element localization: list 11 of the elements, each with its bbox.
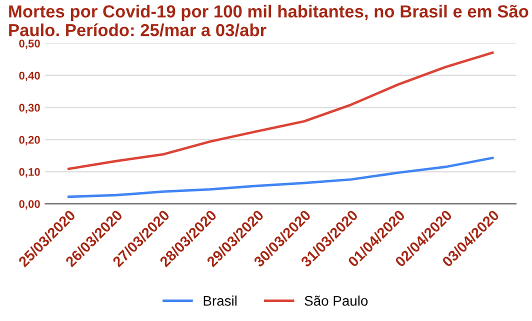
legend-label: São Paulo [304,296,368,306]
line-series [68,156,494,198]
legend-label: Brasil [204,296,236,306]
y-tick-label: 0,50 [19,40,40,50]
chart-title: Mortes por Covid-19 por 100 mil habitantes, no Brasil e em São Paulo. Período: 25/mar a 03/abr [9,4,528,36]
y-tick-label: 0,30 [19,104,40,114]
y-tick-label: 0,00 [19,200,40,210]
y-tick-label: 0,40 [19,72,40,82]
y-tick-label: 0,10 [19,168,40,178]
line-series [68,51,494,170]
y-tick-label: 0,20 [19,136,40,146]
